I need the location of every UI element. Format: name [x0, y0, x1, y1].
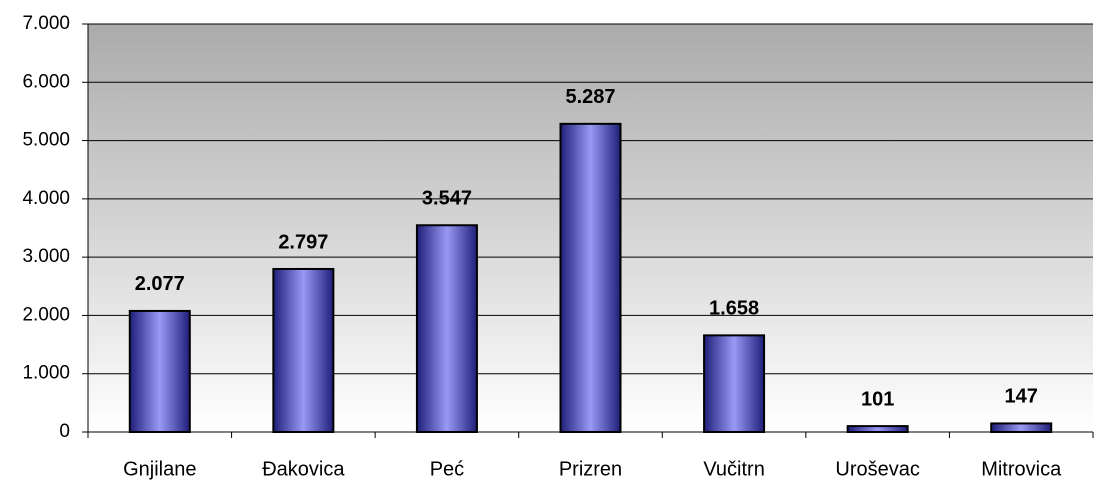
value-label: 147 [1005, 386, 1038, 408]
x-tick-label: Peć [430, 458, 464, 480]
value-label: 2.077 [135, 273, 185, 295]
bar [990, 422, 1053, 434]
y-tick-label: 3.000 [22, 246, 70, 267]
y-tick-label: 2.000 [22, 304, 70, 325]
x-tick-label: Đakovica [262, 458, 345, 480]
bar [846, 425, 909, 433]
x-tick-label: Mitrovica [981, 458, 1062, 480]
y-tick-label: 6.000 [22, 71, 70, 92]
x-tick-label: Uroševac [835, 458, 919, 480]
value-label: 101 [861, 388, 894, 410]
value-label: 3.547 [422, 188, 472, 210]
bar [415, 224, 478, 433]
bar [559, 122, 622, 434]
x-tick-label: Vučitrn [703, 458, 765, 480]
value-label: 1.658 [709, 298, 759, 320]
y-tick-label: 4.000 [22, 188, 70, 209]
value-label: 5.287 [565, 86, 615, 108]
bar [272, 267, 335, 433]
bar [128, 309, 191, 434]
y-tick-label: 1.000 [22, 363, 70, 384]
y-tick-label: 0 [59, 421, 70, 442]
y-tick-label: 5.000 [22, 130, 70, 151]
x-tick-label: Prizren [559, 458, 622, 480]
value-label: 2.797 [278, 231, 328, 253]
x-tick-label: Gnjilane [123, 458, 196, 480]
bar [703, 334, 766, 433]
y-tick-label: 7.000 [22, 13, 70, 34]
